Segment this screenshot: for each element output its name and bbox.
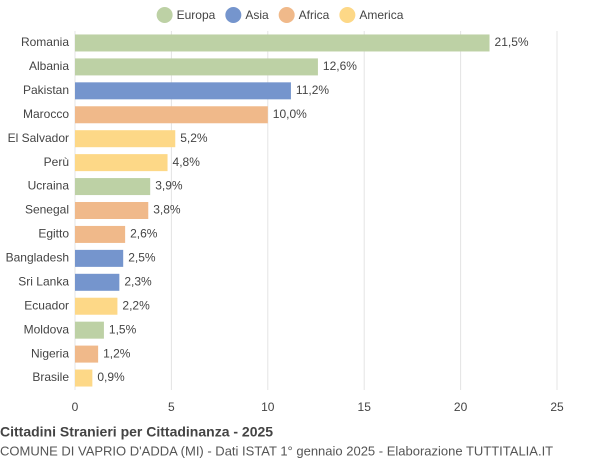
bar — [75, 130, 176, 148]
y-tick-label: Romania — [21, 35, 69, 49]
value-label: 11,2% — [296, 83, 329, 97]
bar — [75, 297, 118, 315]
value-label: 3,9% — [155, 179, 183, 193]
legend-label: Europa — [177, 8, 216, 22]
bar — [75, 154, 168, 172]
value-label: 1,5% — [109, 322, 137, 336]
y-tick-label: Moldova — [24, 322, 70, 336]
legend-label: America — [359, 8, 403, 22]
y-tick-label: Egitto — [38, 227, 69, 241]
legend-marker — [278, 7, 295, 23]
y-tick-label: El Salvador — [8, 131, 69, 145]
bar — [75, 321, 104, 339]
x-tick-label: 15 — [358, 400, 372, 414]
bar — [75, 273, 120, 291]
y-tick-label: Perù — [44, 155, 69, 169]
value-label: 10,0% — [273, 107, 307, 121]
value-label: 3,8% — [153, 203, 181, 217]
y-tick-label: Marocco — [23, 107, 69, 121]
value-label: 0,9% — [97, 370, 125, 384]
legend-marker — [339, 7, 356, 23]
x-tick-label: 10 — [261, 400, 275, 414]
legend-label: Asia — [245, 8, 269, 22]
y-tick-label: Albania — [29, 59, 69, 73]
bar — [75, 178, 151, 196]
y-tick-label: Nigeria — [31, 346, 69, 360]
legend-marker — [225, 7, 242, 23]
value-label: 12,6% — [323, 59, 357, 73]
value-label: 2,2% — [122, 298, 150, 312]
bar — [75, 202, 149, 219]
bar — [75, 82, 291, 100]
bar — [75, 369, 93, 387]
x-tick-label: 5 — [168, 400, 175, 414]
y-tick-label: Senegal — [25, 203, 69, 217]
bar — [75, 345, 99, 363]
y-tick-label: Brasile — [32, 370, 69, 384]
legend-label: Africa — [299, 8, 330, 22]
value-label: 4,8% — [173, 155, 201, 169]
bar — [75, 106, 268, 124]
y-tick-label: Bangladesh — [6, 251, 69, 265]
chart-title: Cittadini Stranieri per Cittadinanza - 2… — [0, 424, 273, 440]
y-tick-label: Pakistan — [23, 83, 69, 97]
y-tick-label: Ucraina — [28, 179, 70, 193]
value-label: 21,5% — [495, 35, 529, 49]
value-label: 2,5% — [128, 251, 156, 265]
bar — [75, 249, 124, 267]
bar — [75, 225, 126, 243]
value-label: 2,3% — [124, 274, 152, 288]
y-tick-label: Ecuador — [24, 298, 69, 312]
value-label: 1,2% — [103, 346, 131, 360]
x-tick-label: 25 — [550, 400, 564, 414]
value-label: 5,2% — [180, 131, 208, 145]
bar — [75, 58, 318, 76]
chart-subtitle: COMUNE DI VAPRIO D'ADDA (MI) - Dati ISTA… — [0, 443, 553, 458]
legend-marker — [156, 7, 173, 23]
bar — [75, 34, 490, 52]
x-tick-label: 20 — [454, 400, 468, 414]
x-tick-label: 0 — [72, 400, 79, 414]
value-label: 2,6% — [130, 227, 158, 241]
y-tick-label: Sri Lanka — [18, 274, 69, 288]
